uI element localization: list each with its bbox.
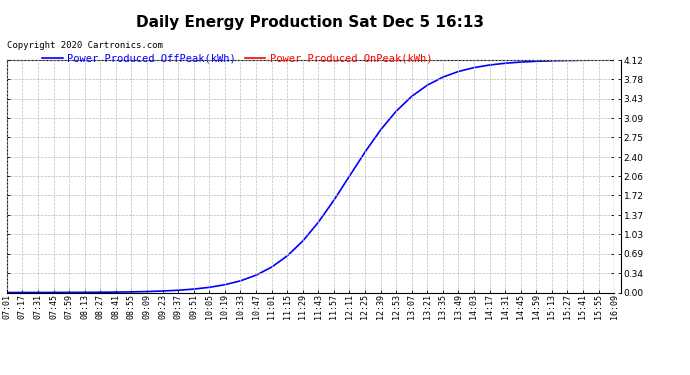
Legend: Power Produced OffPeak(kWh), Power Produced OnPeak(kWh): Power Produced OffPeak(kWh), Power Produ…	[43, 54, 432, 64]
Text: Copyright 2020 Cartronics.com: Copyright 2020 Cartronics.com	[7, 41, 163, 50]
Text: Daily Energy Production Sat Dec 5 16:13: Daily Energy Production Sat Dec 5 16:13	[137, 15, 484, 30]
